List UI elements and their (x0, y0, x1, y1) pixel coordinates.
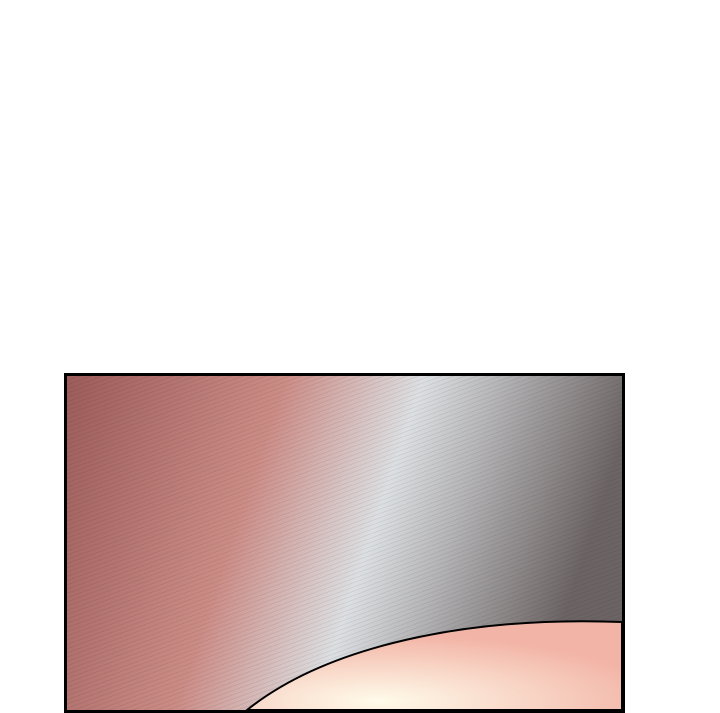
panel-artwork (67, 376, 622, 710)
highlight-shape (245, 620, 622, 710)
comic-panel (64, 373, 625, 713)
